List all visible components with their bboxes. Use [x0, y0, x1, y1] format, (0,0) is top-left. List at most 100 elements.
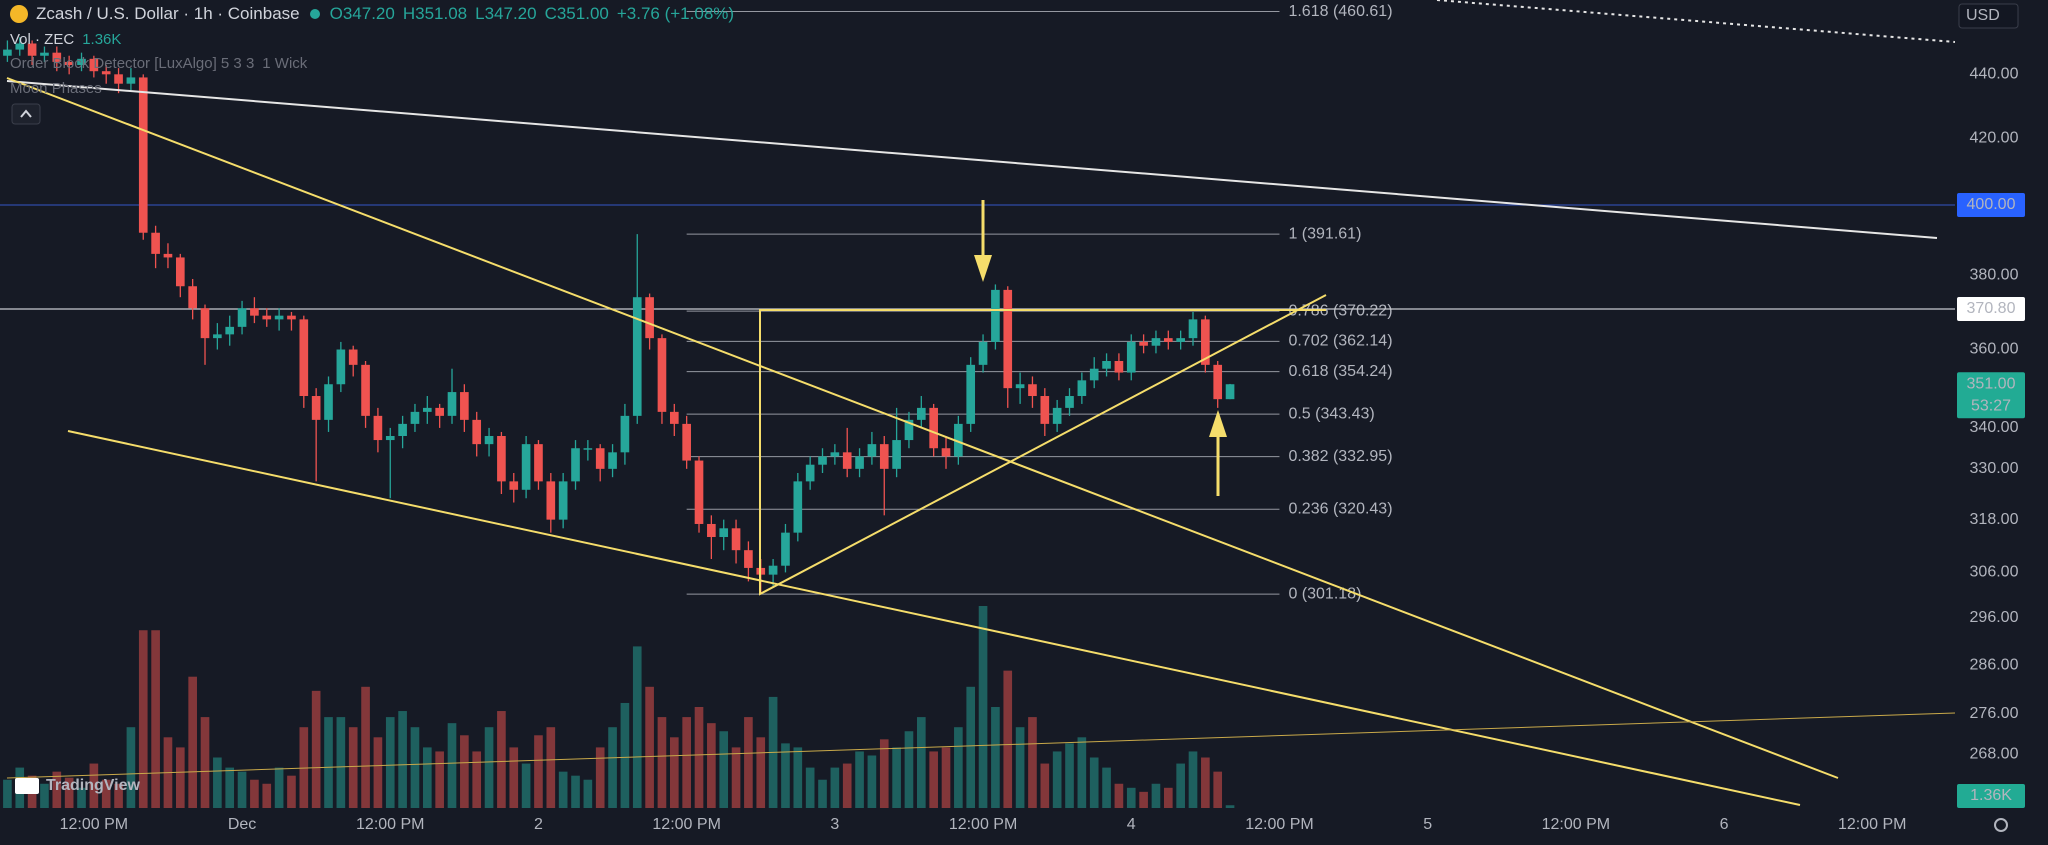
volume-bar: [954, 727, 963, 808]
candle-body: [1028, 384, 1037, 397]
volume-bar: [1151, 783, 1161, 808]
candle-body: [1151, 338, 1161, 346]
y-tick-label: 340.00: [1970, 419, 2019, 436]
volume-label[interactable]: Vol · ZEC: [10, 31, 75, 48]
volume-bar: [781, 743, 790, 808]
volume-bar: [916, 717, 926, 808]
candle-body: [77, 58, 86, 65]
candle-body: [138, 77, 148, 233]
price-tag: [1957, 193, 2025, 218]
candle-body: [768, 565, 778, 575]
candle-body: [1015, 384, 1025, 389]
candle-body: [744, 550, 753, 568]
volume-bar: [460, 735, 469, 808]
collapse-button[interactable]: [11, 103, 41, 125]
volume-tag-label: 1.36K: [1970, 787, 2012, 804]
triangle: [759, 294, 1327, 596]
candle-body: [1176, 338, 1185, 342]
volume-bar: [311, 690, 321, 808]
volume-bar: [1077, 737, 1087, 808]
volume-bar: [52, 771, 62, 808]
status-dot: [309, 9, 320, 19]
volume-bar: [571, 775, 580, 808]
arrow-head: [1209, 410, 1227, 437]
trendline: [6, 77, 1839, 779]
trendline: [6, 712, 1955, 779]
brand-logo: [15, 778, 39, 794]
volume-bar: [385, 717, 395, 808]
volume-bar: [250, 779, 259, 808]
candle-body: [1126, 341, 1136, 373]
candle-body: [447, 392, 457, 416]
candle-body: [1163, 338, 1173, 342]
candle-body: [583, 448, 593, 450]
volume-bar: [719, 731, 729, 808]
candle-body: [595, 448, 605, 469]
candle-body: [657, 338, 667, 412]
price-tag: [1957, 296, 2025, 321]
volume-bar: [101, 779, 111, 808]
candle-body: [385, 435, 395, 441]
candle-body: [410, 411, 420, 424]
volume-bar: [1188, 751, 1198, 808]
price-tag: [1957, 372, 2025, 419]
x-tick-label: 2: [534, 816, 543, 833]
candle-body: [1003, 289, 1013, 389]
volume-bar: [410, 727, 420, 808]
trendline: [1436, 0, 1955, 43]
candle-body: [509, 481, 519, 490]
candle-body: [954, 423, 963, 457]
settings-icon[interactable]: [1994, 818, 2008, 832]
volume-bar: [632, 646, 642, 808]
symbol[interactable]: Zcash / U.S. Dollar · 1h · Coinbase: [36, 4, 300, 23]
candle-body: [1225, 384, 1235, 400]
currency-box[interactable]: [1958, 3, 2019, 29]
volume-bar: [361, 686, 370, 808]
candle-body: [3, 49, 12, 56]
indicator-name[interactable]: Moon Phases: [10, 80, 102, 97]
volume-bar: [744, 717, 753, 808]
candle-body: [64, 61, 74, 65]
volume-bar: [1225, 805, 1235, 808]
volume-bar: [398, 711, 407, 808]
candle-body: [1077, 380, 1087, 397]
volume-bar: [645, 686, 654, 808]
candle-body: [89, 58, 99, 72]
volume-bar: [40, 783, 49, 808]
volume-bar: [1139, 791, 1148, 808]
candle-body: [1065, 396, 1074, 408]
fib-label: 1 (391.61): [1288, 225, 1361, 242]
volume-bar: [620, 702, 630, 808]
candle-body: [855, 456, 864, 469]
candle-body: [521, 444, 531, 490]
indicator-name[interactable]: Order Block Detector [LuxAlgo] 5 3 3: [10, 55, 255, 72]
volume-bar: [262, 783, 272, 808]
volume-bar: [324, 717, 333, 808]
volume-bar: [805, 767, 815, 808]
candle-body: [978, 341, 988, 365]
ohlc-open: O347.20: [329, 4, 395, 23]
volume-bar: [200, 717, 210, 808]
currency[interactable]: USD: [1966, 7, 2000, 24]
price-tag-label: 351.00: [1967, 375, 2016, 392]
countdown: 53:27: [1971, 397, 2011, 414]
x-tick-label: Dec: [228, 816, 256, 833]
x-tick-label: 12:00 PM: [1245, 816, 1313, 833]
volume-bar: [904, 731, 914, 808]
x-tick-label: 6: [1720, 816, 1729, 833]
volume-bar: [1201, 757, 1210, 808]
volume-bar: [89, 763, 99, 808]
volume-bar: [422, 747, 432, 808]
fib-label: 0.618 (354.24): [1288, 363, 1392, 380]
volume-bar: [583, 779, 593, 808]
volume-bar: [1040, 763, 1050, 808]
fib-label: 0.5 (343.43): [1288, 405, 1374, 422]
volume-bar: [373, 737, 383, 808]
candle-body: [348, 349, 358, 365]
candle-body: [793, 481, 803, 533]
candle-body: [892, 440, 901, 469]
volume-bar: [213, 757, 222, 808]
collapse-icon[interactable]: [20, 109, 32, 118]
candle-body: [262, 315, 272, 320]
